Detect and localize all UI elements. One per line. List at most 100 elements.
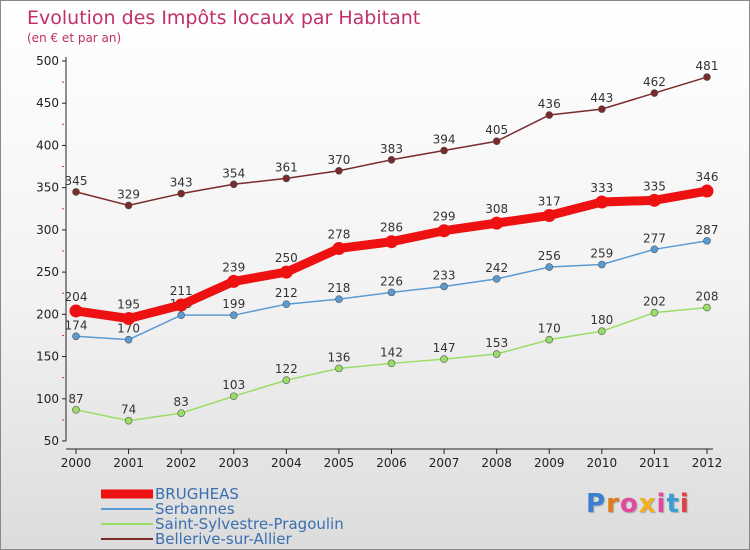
data-label: 299 xyxy=(433,210,456,224)
data-point xyxy=(282,376,291,385)
data-label: 153 xyxy=(485,336,508,350)
data-label: 287 xyxy=(696,223,719,237)
data-point xyxy=(227,274,241,288)
data-point xyxy=(703,73,711,81)
data-label: 436 xyxy=(538,97,561,111)
data-point xyxy=(335,166,343,175)
data-label: 170 xyxy=(117,322,140,336)
data-label: 277 xyxy=(643,231,666,245)
data-point xyxy=(282,300,291,309)
y-tick-label: 400 xyxy=(36,138,59,152)
data-label: 199 xyxy=(222,297,245,311)
data-point xyxy=(122,312,136,326)
data-point xyxy=(279,265,293,279)
data-label: 335 xyxy=(643,179,666,193)
legend-entry: Saint-Sylvestre-Pragoulin xyxy=(155,515,344,533)
data-point xyxy=(700,184,714,198)
data-point xyxy=(124,416,133,425)
x-tick-label: 2006 xyxy=(376,456,407,470)
x-tick-label: 2001 xyxy=(113,456,144,470)
data-point xyxy=(650,89,659,97)
data-point xyxy=(385,235,398,249)
data-label: 317 xyxy=(538,195,561,209)
data-label: 170 xyxy=(538,322,561,336)
data-point xyxy=(335,364,343,373)
data-point xyxy=(542,209,556,223)
data-label: 259 xyxy=(590,247,613,261)
data-point xyxy=(177,311,185,319)
series-saint-sylvestre-pragoulin: 87 74 83 103 122 136 142 147 153 170 180 202 208 xyxy=(68,290,718,425)
data-label: 122 xyxy=(275,362,298,376)
data-label: 333 xyxy=(590,181,613,195)
data-point xyxy=(229,311,238,319)
data-point xyxy=(490,216,504,230)
data-label: 226 xyxy=(380,274,403,288)
data-label: 103 xyxy=(222,378,245,392)
data-point xyxy=(650,245,659,254)
proxiti-logo: Proxiti xyxy=(586,489,690,519)
data-label: 195 xyxy=(117,298,140,312)
data-point xyxy=(437,224,451,238)
data-label: 87 xyxy=(68,392,83,406)
data-label: 286 xyxy=(380,221,403,235)
logo-letter: o xyxy=(619,489,639,519)
logo-letter: i xyxy=(656,489,667,519)
x-tick-label: 2003 xyxy=(218,456,249,470)
data-label: 211 xyxy=(170,284,193,298)
logo-letter: r xyxy=(606,489,620,519)
data-label: 212 xyxy=(275,286,298,300)
y-tick-label: 150 xyxy=(36,350,59,364)
data-point xyxy=(703,303,711,312)
data-label: 256 xyxy=(538,249,561,263)
logo-letter: x xyxy=(638,489,657,519)
data-point xyxy=(72,188,80,196)
data-point xyxy=(174,298,188,312)
y-tick-label: 250 xyxy=(36,265,59,279)
data-point xyxy=(545,263,554,271)
x-tick-label: 2002 xyxy=(166,456,197,470)
data-point xyxy=(440,282,448,291)
x-tick-label: 2007 xyxy=(429,456,460,470)
data-label: 345 xyxy=(65,174,88,188)
data-label: 204 xyxy=(65,290,88,304)
y-tick-label: 50 xyxy=(44,434,59,448)
data-label: 239 xyxy=(222,260,245,274)
data-label: 218 xyxy=(327,281,350,295)
data-point xyxy=(387,156,396,164)
data-label: 361 xyxy=(275,160,298,174)
data-point xyxy=(387,359,396,368)
y-tick-label: 100 xyxy=(36,392,59,406)
data-label: 136 xyxy=(327,350,350,364)
x-tick-label: 2009 xyxy=(534,456,565,470)
data-label: 443 xyxy=(590,91,613,105)
data-point xyxy=(177,189,185,198)
data-point xyxy=(177,409,185,417)
data-point xyxy=(440,355,448,363)
data-point xyxy=(703,237,711,245)
data-label: 354 xyxy=(222,166,245,180)
data-point xyxy=(492,275,501,283)
data-point xyxy=(72,405,80,414)
data-point xyxy=(492,350,501,358)
data-point xyxy=(647,193,661,207)
data-point xyxy=(545,111,554,119)
y-tick-label: 300 xyxy=(36,223,59,237)
axes: 50 100 150 200 250 300 350 400 450 500 2000 2001 200… xyxy=(36,54,722,470)
data-point xyxy=(545,335,554,344)
y-tick-label: 350 xyxy=(36,181,59,195)
data-point xyxy=(282,174,291,183)
x-tick-label: 2011 xyxy=(639,456,670,470)
data-point xyxy=(492,137,501,146)
series-bellerive-sur-allier: 345 329 343 354 361 370 383 394 405 436 443 462 481 xyxy=(65,59,718,210)
data-label: 147 xyxy=(433,341,456,355)
x-tick-label: 2008 xyxy=(481,456,512,470)
x-tick-label: 2005 xyxy=(324,456,355,470)
data-label: 174 xyxy=(65,318,88,332)
data-label: 329 xyxy=(117,187,140,201)
x-tick-label: 2000 xyxy=(61,456,92,470)
data-point xyxy=(598,327,606,336)
legend-entry: Bellerive-sur-Allier xyxy=(155,530,293,548)
y-tick-label: 450 xyxy=(36,96,59,110)
data-label: 242 xyxy=(485,261,508,275)
